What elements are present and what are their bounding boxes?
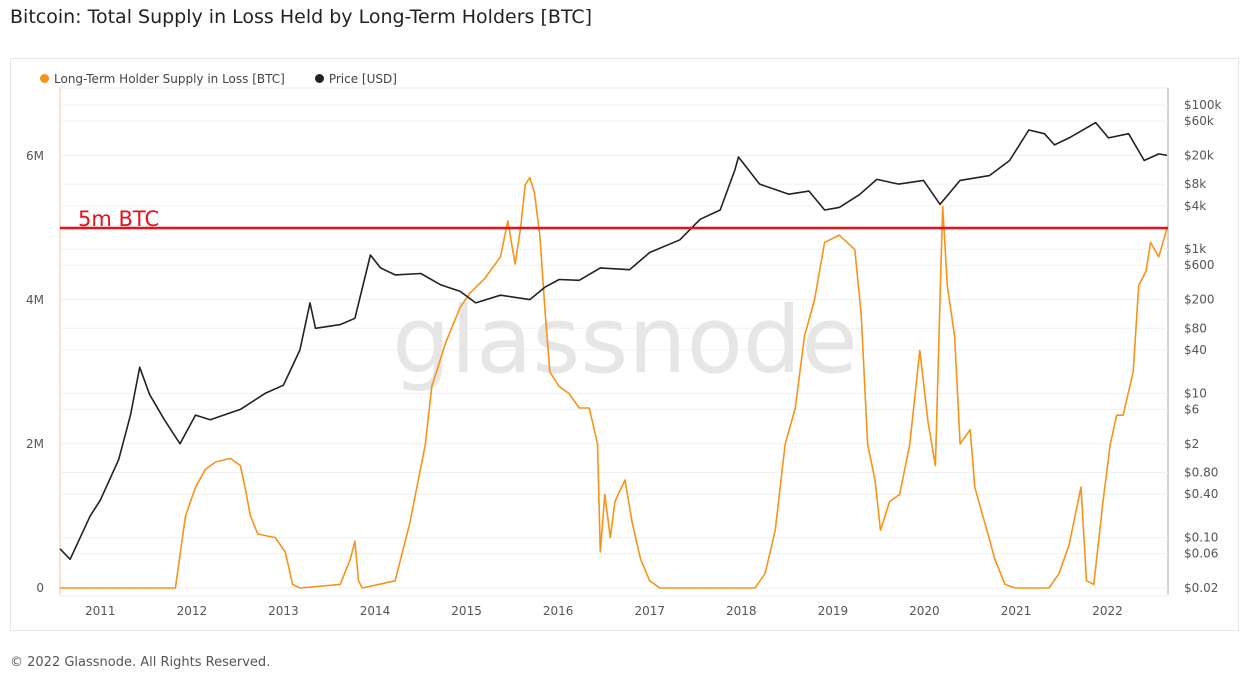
y-right-tick-label: $100k <box>1184 98 1222 112</box>
y-right-tick-label: $0.02 <box>1184 581 1218 595</box>
y-right-tick-label: $8k <box>1184 177 1206 191</box>
x-tick-label: 2016 <box>543 604 574 618</box>
y-right-tick-label: $0.80 <box>1184 465 1218 479</box>
y-right-tick-label: $10 <box>1184 386 1207 400</box>
chart-panel <box>10 58 1239 631</box>
y-right-tick-label: $1k <box>1184 242 1206 256</box>
lth-supply-in-loss-line <box>60 176 1168 589</box>
x-axis: 2011 2012 2013 2014 2015 2016 2017 2018 2019 2020… <box>85 604 1123 618</box>
y-right-tick-label: $0.10 <box>1184 531 1218 545</box>
x-tick-label: 2011 <box>85 604 116 618</box>
y-axis-right: $0.02 $0.06 $0.10 $0.40 $0.80 $2 $6 $10 $40 $80 $2… <box>1184 98 1222 595</box>
legend-item-price[interactable]: Price [USD] <box>314 72 397 86</box>
series-lines <box>59 121 1168 589</box>
x-tick-label: 2020 <box>909 604 940 618</box>
legend-label-lth: Long-Term Holder Supply in Loss [BTC] <box>54 72 285 86</box>
y-right-tick-label: $6 <box>1184 402 1199 416</box>
threshold-label: 5m BTC <box>78 207 159 231</box>
x-tick-label: 2018 <box>726 604 757 618</box>
watermark: glassnode <box>392 287 858 394</box>
gridlines <box>59 87 1169 597</box>
y-right-tick-label: $200 <box>1184 293 1215 307</box>
x-tick-label: 2022 <box>1092 604 1123 618</box>
legend-item-lth[interactable]: Long-Term Holder Supply in Loss [BTC] <box>40 72 285 86</box>
y-right-tick-label: $60k <box>1184 114 1214 128</box>
y-right-tick-label: $20k <box>1184 148 1214 162</box>
x-tick-label: 2015 <box>451 604 482 618</box>
x-tick-label: 2014 <box>360 604 391 618</box>
y-right-tick-label: $80 <box>1184 321 1207 335</box>
y-right-tick-label: $0.06 <box>1184 547 1218 561</box>
price-line <box>59 121 1168 561</box>
price-dot-icon <box>314 74 324 83</box>
y-axis-left: 0 2M 4M 6M <box>26 149 44 595</box>
copyright: © 2022 Glassnode. All Rights Reserved. <box>10 655 271 670</box>
y-right-tick-label: $40 <box>1184 343 1207 357</box>
x-tick-label: 2013 <box>268 604 299 618</box>
x-tick-label: 2021 <box>1001 604 1032 618</box>
x-tick-label: 2019 <box>818 604 849 618</box>
y-left-tick-label: 0 <box>36 581 44 595</box>
page-title: Bitcoin: Total Supply in Loss Held by Lo… <box>10 6 593 28</box>
legend: Long-Term Holder Supply in Loss [BTC] Pr… <box>40 72 397 86</box>
x-tick-label: 2017 <box>634 604 665 618</box>
y-right-tick-label: $600 <box>1184 258 1215 272</box>
y-right-tick-label: $0.40 <box>1184 487 1218 501</box>
y-left-tick-label: 6M <box>26 149 44 163</box>
y-left-tick-label: 4M <box>26 293 44 307</box>
legend-label-price: Price [USD] <box>328 72 397 86</box>
lth-dot-icon <box>40 74 49 83</box>
y-left-tick-label: 2M <box>26 437 44 451</box>
y-right-tick-label: $4k <box>1184 199 1206 213</box>
x-tick-label: 2012 <box>177 604 208 618</box>
y-right-tick-label: $2 <box>1184 437 1199 451</box>
